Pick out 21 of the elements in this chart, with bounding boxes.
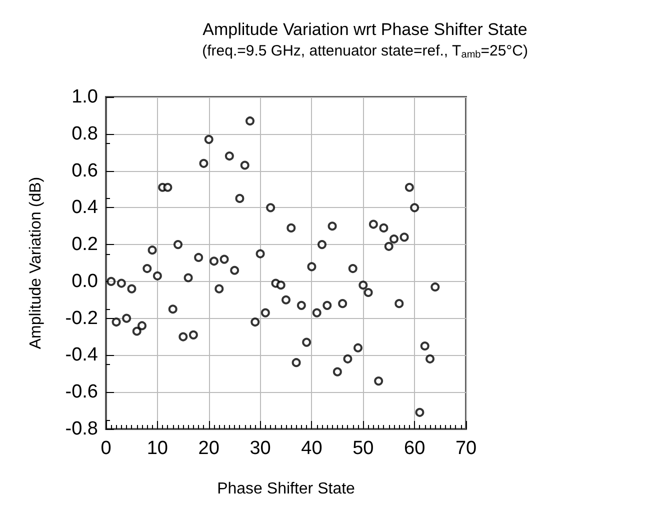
x-tick-label: 0 — [100, 438, 112, 459]
x-tick-label: 50 — [352, 438, 374, 459]
x-axis-title: Phase Shifter State — [217, 480, 356, 498]
y-tick-label: -0.6 — [65, 382, 98, 403]
x-tick-label: 40 — [301, 438, 322, 459]
y-tick-label: 0.2 — [72, 234, 98, 256]
y-tick-label: -0.8 — [65, 418, 98, 440]
y-tick-label: 0.4 — [72, 197, 98, 218]
x-tick-label: 70 — [455, 438, 477, 459]
y-tick-label: -0.2 — [65, 308, 98, 329]
y-tick-label: 0.8 — [72, 123, 98, 144]
x-tick-label: 60 — [404, 438, 426, 459]
y-tick-label: 1.0 — [72, 86, 98, 108]
y-tick-label: 0.0 — [72, 270, 98, 292]
y-tick-label: -0.4 — [65, 344, 98, 366]
x-tick-label: 10 — [146, 438, 168, 459]
chart-title: Amplitude Variation wrt Phase Shifter State — [202, 20, 528, 39]
x-tick-label: 20 — [198, 438, 220, 459]
x-tick-label: 30 — [250, 438, 271, 459]
y-tick-label: 0.6 — [72, 160, 98, 182]
y-axis-title: Amplitude Variation (dB) — [28, 176, 44, 350]
